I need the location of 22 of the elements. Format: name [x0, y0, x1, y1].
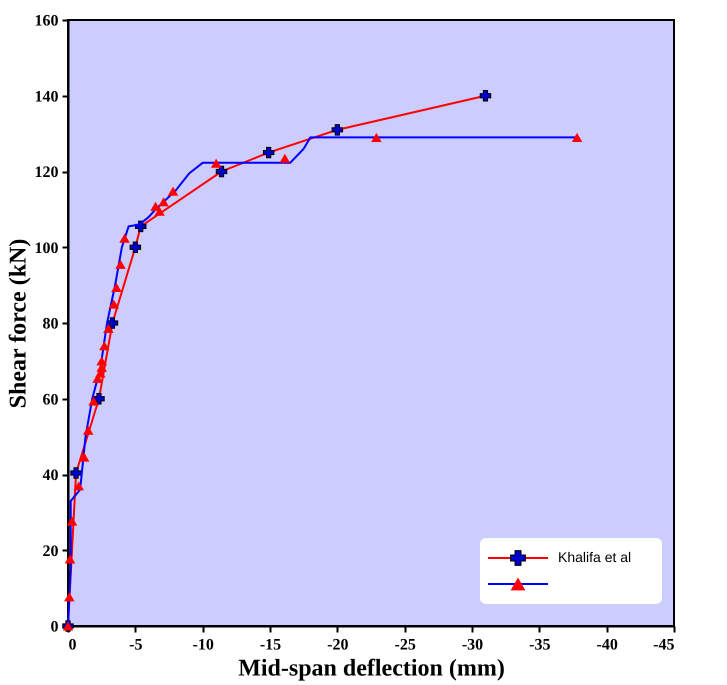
x-tick-label: 0	[68, 636, 76, 654]
x-tick-label: -45	[653, 636, 674, 654]
y-tick-label: 40	[42, 467, 58, 484]
x-tick-label: -35	[529, 636, 550, 654]
x-tick-label: -10	[192, 636, 214, 654]
x-tick-label: -20	[327, 636, 348, 654]
x-tick-label: -5	[129, 636, 142, 654]
y-tick-label: 60	[42, 391, 58, 408]
y-tick-label: 160	[34, 12, 58, 30]
x-tick-label: -40	[596, 636, 618, 654]
y-axis-title: Shear force (kN)	[6, 238, 32, 408]
x-axis-title: Mid-span deflection (mm)	[238, 656, 505, 682]
x-tick-label: -15	[260, 636, 282, 654]
y-tick-label: 80	[42, 316, 58, 332]
x-tick-label: -30	[462, 636, 484, 654]
y-tick-label: 100	[34, 240, 58, 257]
y-tick-label: 0	[50, 618, 58, 636]
y-tick-label: 20	[42, 542, 58, 560]
y-tick-label: 140	[34, 88, 58, 106]
y-tick-label: 120	[34, 164, 58, 181]
x-tick-label: -25	[394, 636, 416, 654]
legend-label: Khalifa et al	[558, 549, 632, 565]
